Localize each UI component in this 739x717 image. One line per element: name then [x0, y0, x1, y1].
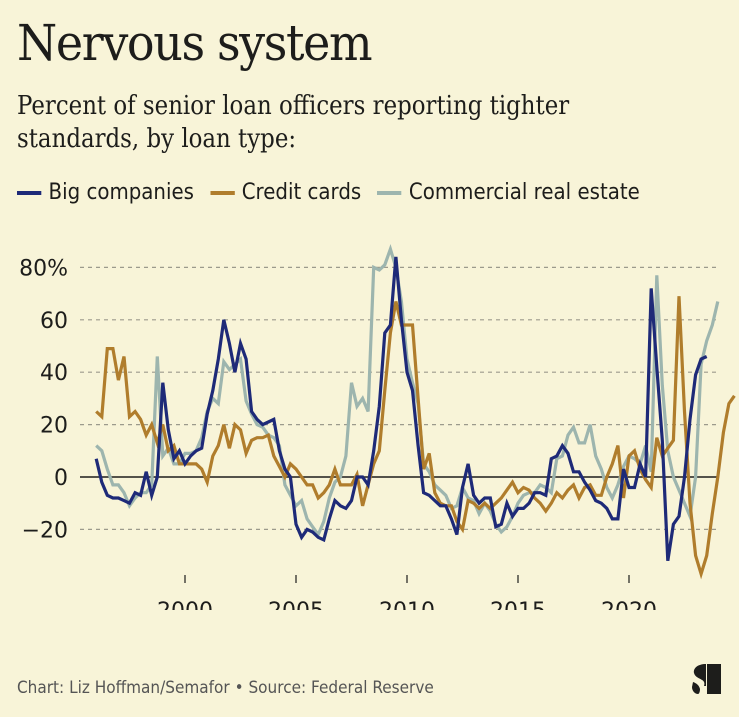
legend-item-big-companies: Big companies [17, 180, 194, 205]
x-tick-label: 2005 [268, 599, 324, 610]
legend-swatch-credit-cards [210, 190, 235, 195]
chart-title: Nervous system [17, 14, 373, 72]
chart-subtitle: Percent of senior loan officers reportin… [17, 91, 570, 154]
y-tick-label: −20 [22, 518, 68, 543]
y-tick-label: 40 [40, 361, 68, 386]
legend-label-big-companies: Big companies [48, 180, 194, 205]
y-tick-label: 0 [54, 466, 68, 491]
source-credit: Chart: Liz Hoffman/Semafor • Source: Fed… [17, 678, 434, 698]
x-tick-label: 2020 [601, 599, 657, 610]
x-tick-label: 2000 [157, 599, 213, 610]
legend: Big companies Credit cards Commercial re… [17, 180, 656, 205]
legend-label-credit-cards: Credit cards [241, 180, 362, 205]
y-tick-label: 60 [40, 309, 68, 334]
semafor-logo-icon [692, 664, 721, 694]
legend-label-commercial-real-estate: Commercial real estate [408, 180, 640, 205]
gridlines [80, 266, 719, 530]
x-tick-label: 2015 [490, 599, 546, 610]
x-axis: 2000 2005 2010 2015 2020 [157, 575, 657, 610]
legend-swatch-big-companies [17, 190, 42, 195]
y-axis-labels: 80% 60 40 20 0 −20 [19, 256, 68, 543]
line-chart: 80% 60 40 20 0 −20 2000 2005 2010 2015 2020 [19, 243, 736, 610]
y-tick-label: 20 [40, 414, 68, 439]
series-line-credit-cards [95, 296, 736, 580]
x-tick-label: 2010 [379, 599, 435, 610]
series-lines [94, 243, 736, 580]
series-line-big-companies [94, 256, 708, 562]
y-tick-label: 80% [19, 256, 68, 281]
legend-swatch-commercial-real-estate [377, 190, 402, 195]
legend-item-credit-cards: Credit cards [210, 180, 361, 205]
legend-item-commercial-real-estate: Commercial real estate [377, 180, 640, 205]
